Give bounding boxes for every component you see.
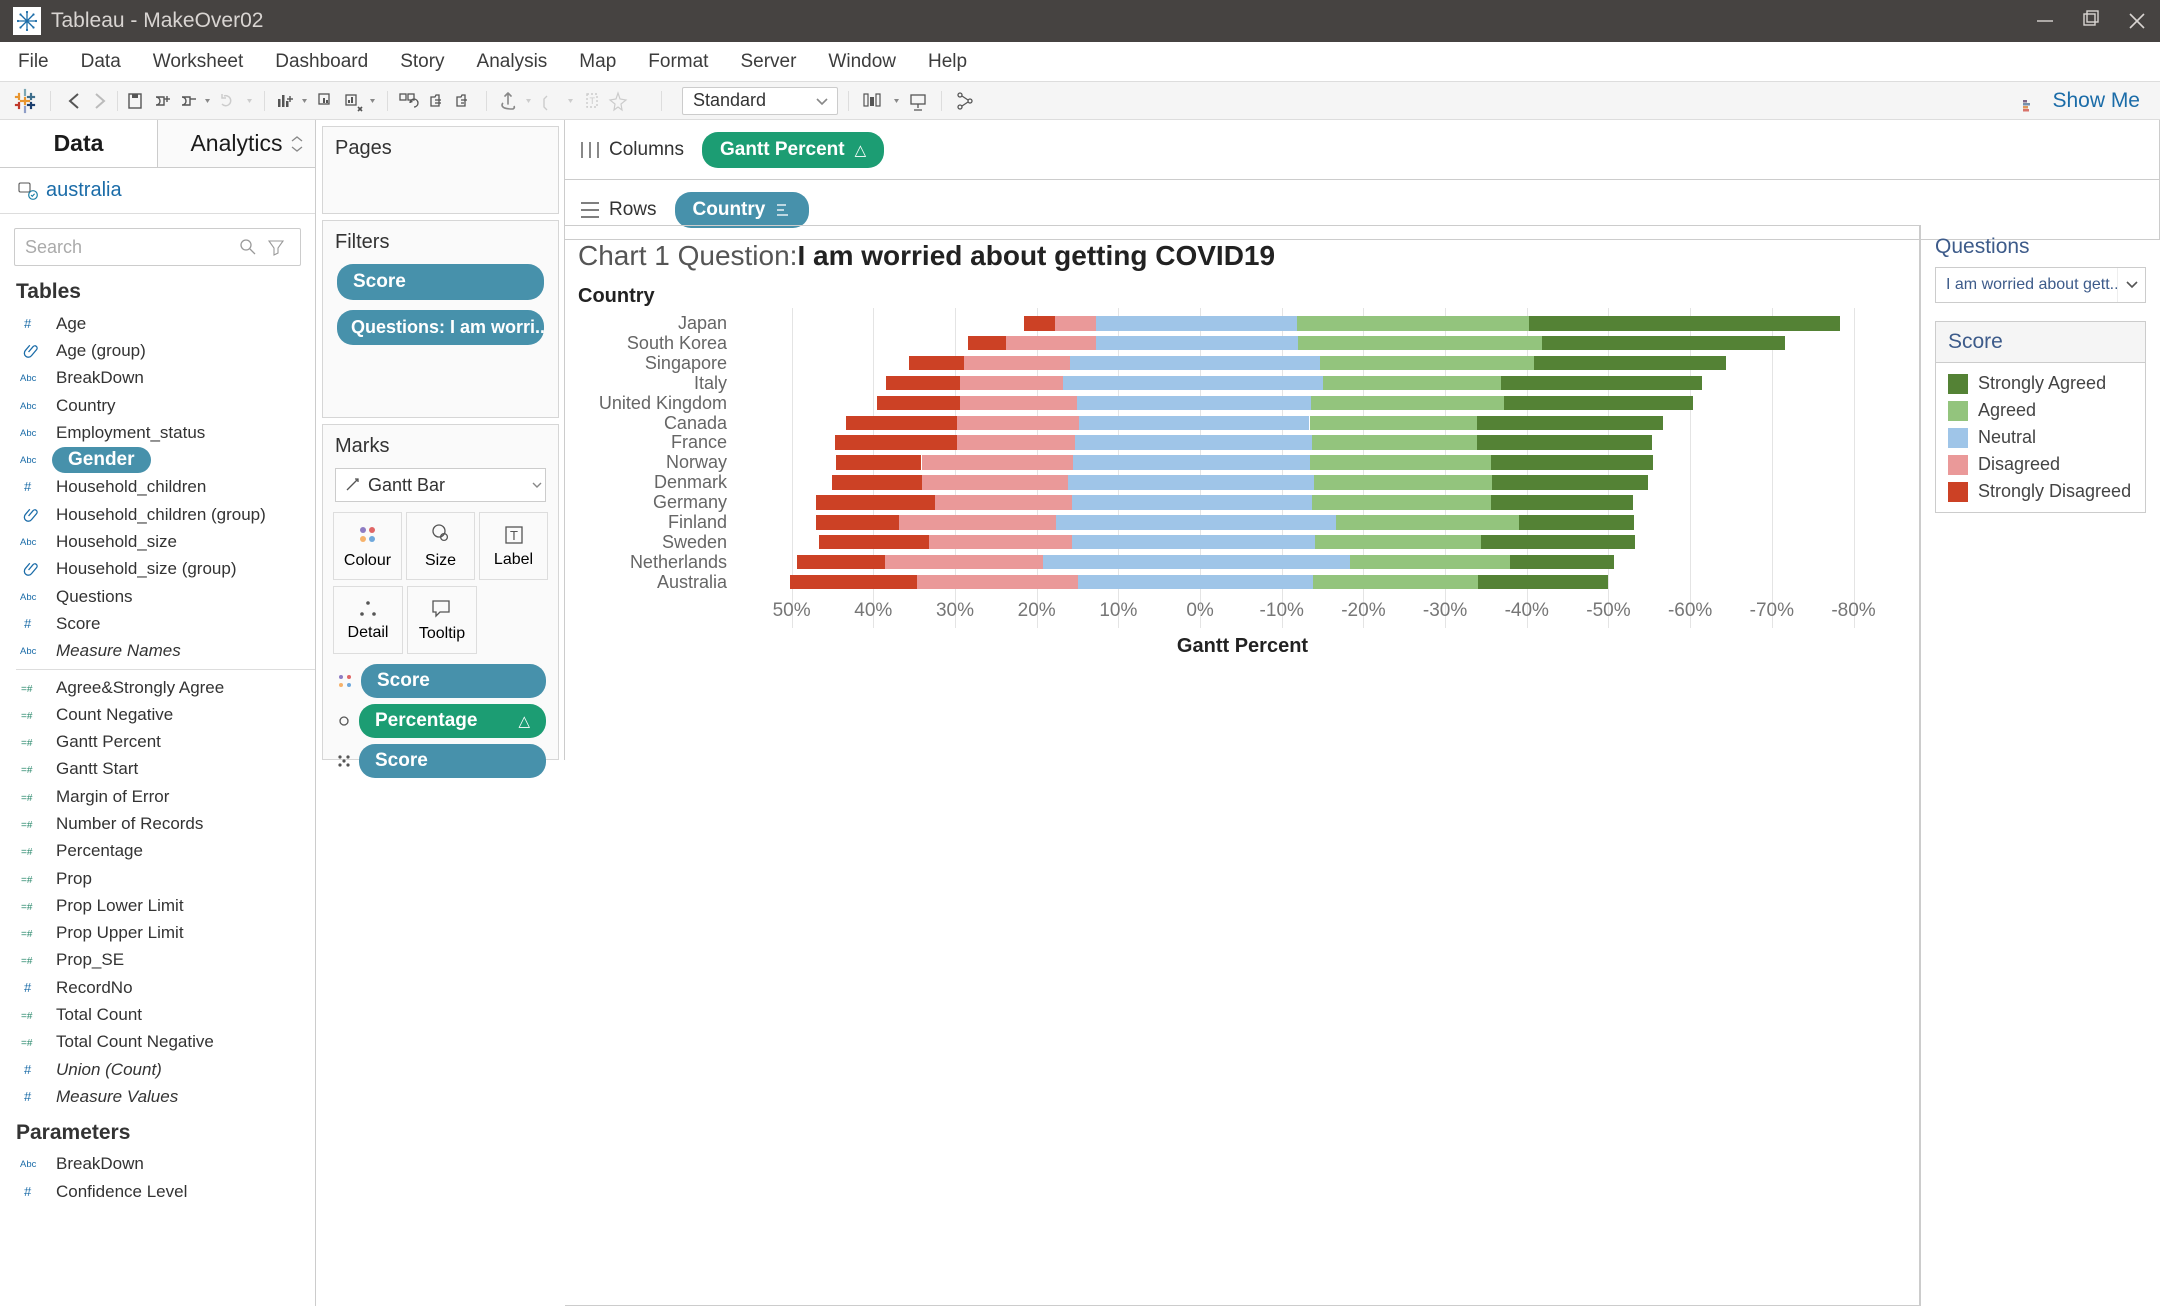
svg-text:Abc: Abc: [20, 428, 37, 439]
svg-text:=#: =#: [21, 738, 33, 749]
svg-text:#: #: [24, 1062, 32, 1077]
svg-text:#: #: [24, 1184, 32, 1199]
svg-text:Abc: Abc: [20, 401, 37, 412]
svg-text:T: T: [510, 528, 518, 543]
svg-text:=#: =#: [21, 1038, 33, 1049]
svg-text:=#: =#: [21, 929, 33, 940]
svg-text:Abc: Abc: [20, 373, 37, 384]
svg-text:T: T: [590, 96, 596, 106]
svg-text:#: #: [24, 616, 32, 631]
svg-text:Abc: Abc: [20, 1159, 37, 1170]
svg-text:=#: =#: [21, 793, 33, 804]
svg-text:#: #: [24, 479, 32, 494]
svg-text:Abc: Abc: [20, 646, 37, 657]
svg-text:=#: =#: [21, 902, 33, 913]
svg-text:Abc: Abc: [20, 537, 37, 548]
svg-text:Abc: Abc: [20, 592, 37, 603]
svg-text:=#: =#: [21, 765, 33, 776]
svg-text:=#: =#: [21, 875, 33, 886]
svg-text:=#: =#: [21, 711, 33, 722]
svg-text:#: #: [24, 316, 32, 331]
svg-text:=#: =#: [21, 684, 33, 695]
svg-text:#: #: [24, 980, 32, 995]
svg-text:=#: =#: [21, 847, 33, 858]
svg-text:=#: =#: [21, 820, 33, 831]
svg-text:#: #: [24, 1089, 32, 1104]
svg-text:=#: =#: [21, 956, 33, 967]
svg-text:Abc: Abc: [20, 455, 37, 466]
svg-text:=#: =#: [21, 1011, 33, 1022]
